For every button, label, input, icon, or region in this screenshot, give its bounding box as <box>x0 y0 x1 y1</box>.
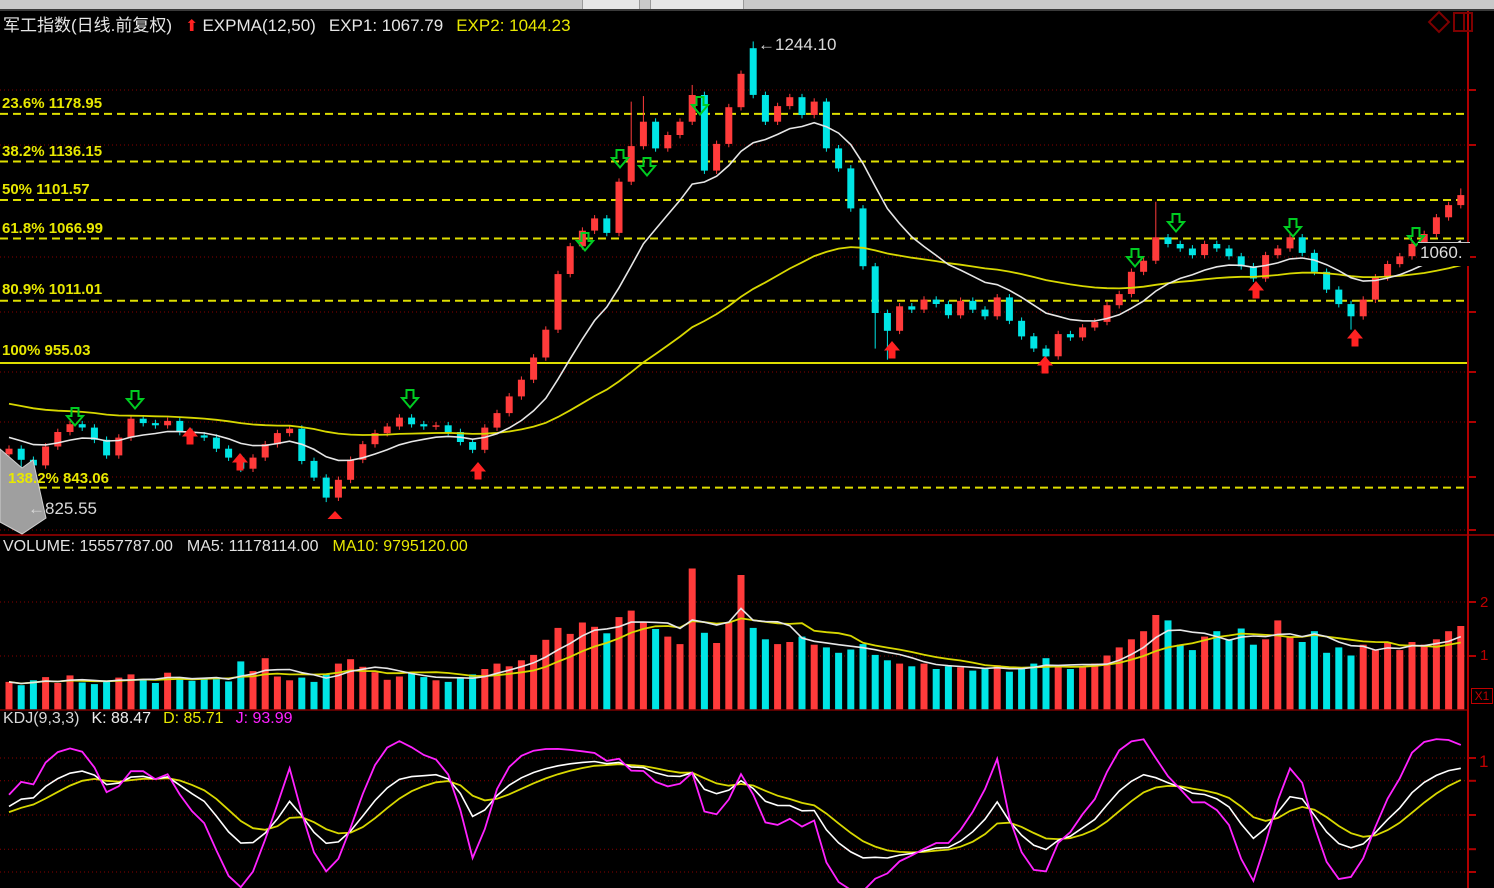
red-up-arrow-icon <box>232 453 248 471</box>
volume-axis-label-20m: 2 <box>1480 594 1489 611</box>
green-down-arrow-icon <box>124 390 146 411</box>
kdj-axis-label: 1 <box>1479 752 1489 771</box>
volume-header: VOLUME: 15557787.00 MA5: 11178114.00 MA10:… <box>3 538 482 556</box>
windows-icon[interactable] <box>1453 12 1473 32</box>
green-down-arrow-icon <box>1282 218 1304 239</box>
red-up-arrow-icon <box>1037 356 1053 374</box>
green-down-arrow-icon <box>609 149 631 170</box>
peak-price-label: ←1244.10 <box>758 35 837 54</box>
fib-label-80-9: 80.9% 1011.01 <box>2 281 103 298</box>
main-chart-header: 军工指数(日线.前复权) ⬆ EXPMA(12,50) EXP1: 1067.79 EX… <box>3 11 584 36</box>
kdj-indicator-name: KDJ(9,3,3) <box>3 710 80 727</box>
volume-value: VOLUME: 15557787.00 <box>3 538 173 555</box>
exp2-value: EXP2: 1044.23 <box>456 16 571 35</box>
current-price-box: 1060. <box>1418 242 1470 266</box>
window-box-icon <box>1463 12 1473 32</box>
window-top-strip <box>0 0 1494 11</box>
fib-label-100: 100% 955.03 <box>2 342 91 359</box>
fib-label-61-8: 61.8% 1066.99 <box>2 220 103 237</box>
symbol-title: 军工指数(日线.前复权) <box>3 16 173 35</box>
red-triangle-icon <box>327 511 343 519</box>
green-down-arrow-icon <box>1124 248 1146 269</box>
red-up-arrow-icon <box>1347 329 1363 347</box>
low-price-label: ←825.55 <box>28 499 97 518</box>
red-up-arrow-icon <box>470 462 486 480</box>
red-up-arrow-icon <box>1248 281 1264 299</box>
fib-label-38-2: 38.2% 1136.15 <box>2 143 103 160</box>
fib-label-138-2: 138.2% 843.06 <box>8 470 109 487</box>
kdj-header: KDJ(9,3,3) K: 88.47 D: 85.71 J: 93.99 <box>3 710 305 728</box>
volume-ma10-value: MA10: 9795120.00 <box>332 538 468 555</box>
volume-axis-label-10m: 1 <box>1480 647 1489 664</box>
red-up-arrow-icon <box>884 341 900 359</box>
kdj-d-value: D: 85.71 <box>163 710 224 727</box>
volume-multiplier-label: X1 <box>1471 688 1493 704</box>
exp1-value: EXP1: 1067.79 <box>328 16 444 35</box>
red-up-arrow-icon <box>182 427 198 445</box>
green-down-arrow-icon <box>399 389 421 410</box>
green-down-arrow-icon <box>574 232 596 253</box>
green-down-arrow-icon <box>1165 213 1187 234</box>
green-down-arrow-icon <box>1405 227 1427 248</box>
green-down-arrow-icon <box>64 407 86 428</box>
kdj-k-value: K: 88.47 <box>91 710 152 727</box>
green-down-arrow-icon <box>636 157 658 178</box>
fib-label-50: 50% 1101.57 <box>2 181 90 198</box>
up-arrow-icon: ⬆ <box>185 18 199 35</box>
top-strip-segment <box>582 0 640 9</box>
volume-ma5-value: MA5: 11178114.00 <box>186 538 319 555</box>
fib-label-23-6: 23.6% 1178.95 <box>2 95 103 112</box>
indicator-name: EXPMA(12,50) <box>202 16 316 35</box>
green-down-arrow-icon <box>689 96 711 117</box>
top-strip-segment <box>650 0 744 9</box>
kdj-j-value: J: 93.99 <box>235 710 293 727</box>
gray-arrow-annotation <box>0 448 47 535</box>
